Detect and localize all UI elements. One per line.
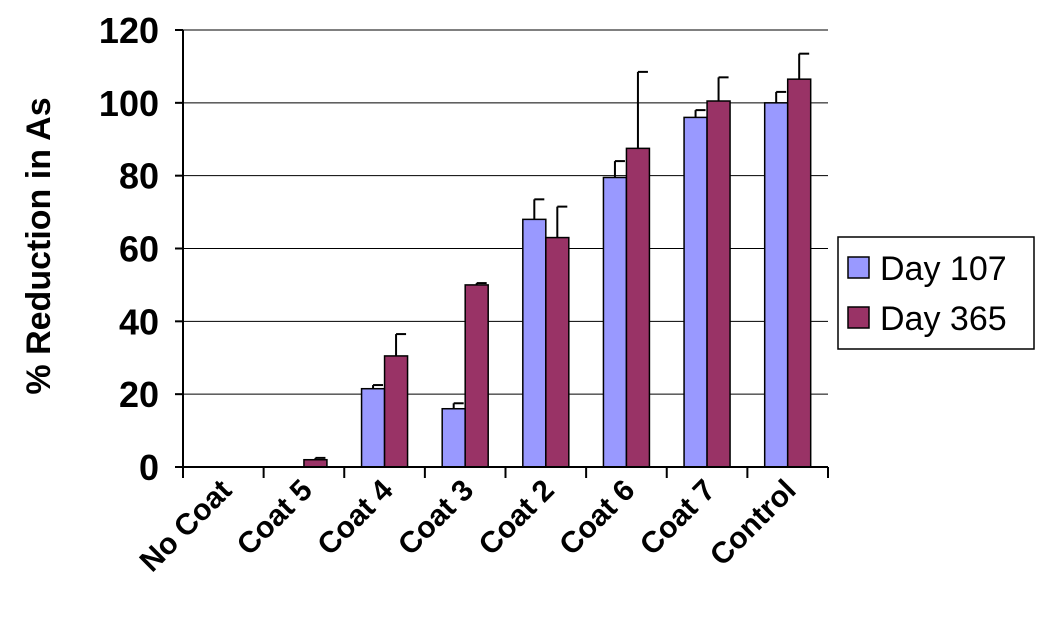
bar-day-107-coat-7: [683, 116, 708, 468]
y-tick-label: 40: [119, 301, 159, 342]
bar-day-365-coat-4: [383, 355, 409, 468]
x-category-label: Coat 4: [311, 473, 399, 561]
bar-day-365-control: [786, 78, 812, 468]
gridlines: [183, 29, 828, 395]
legend: Day 107 Day 365: [837, 236, 1035, 350]
bar-day-107-control: [763, 102, 789, 468]
legend-box: [837, 236, 1035, 350]
bar-day-107-coat-4: [360, 387, 386, 468]
bar-day-365-coat-7: [706, 100, 731, 468]
bar-day-365-coat-5: [303, 458, 328, 468]
y-tick-label: 100: [99, 83, 159, 124]
x-category-label: Control: [704, 474, 803, 573]
y-tick-label: 60: [119, 229, 159, 270]
error-bars: [314, 52, 810, 460]
legend-swatch-day-365: [847, 306, 870, 329]
y-tick-label: 80: [119, 156, 159, 197]
legend-label-day-365: Day 365: [880, 300, 1007, 338]
axes: [175, 29, 829, 478]
x-category-label: Coat 6: [553, 474, 641, 562]
y-tick-label: 120: [99, 10, 159, 51]
bar-day-107-coat-6: [602, 176, 628, 468]
y-tick-label: 20: [119, 374, 159, 415]
y-tick-label: 0: [139, 447, 159, 488]
x-category-label: Coat 2: [473, 474, 561, 562]
bars: [303, 78, 812, 468]
bar-day-107-coat-2: [522, 218, 547, 468]
x-category-label: Coat 3: [392, 474, 480, 562]
bar-day-107-coat-3: [441, 407, 466, 468]
x-category-label: Coat 5: [231, 474, 319, 562]
bar-day-365-coat-2: [545, 236, 570, 468]
legend-swatch-day-107: [847, 256, 870, 279]
legend-label-day-107: Day 107: [880, 250, 1007, 288]
y-axis-title: % Reduction in As: [20, 97, 58, 394]
bar-day-365-coat-3: [464, 284, 489, 468]
bar-day-365-coat-6: [625, 147, 651, 468]
x-category-label: No Coat: [134, 474, 239, 579]
